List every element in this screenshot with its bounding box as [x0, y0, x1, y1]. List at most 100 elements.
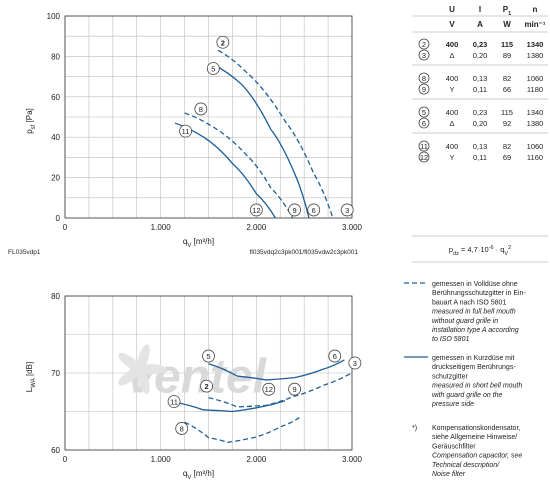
watermark-fan-blade: [118, 352, 142, 372]
series-line-5: [208, 359, 345, 381]
curve-label-circle: [179, 124, 192, 138]
table-cell-n: 1060: [527, 74, 544, 83]
legend-solid-line-en: pressure side: [431, 401, 474, 408]
curve-label-text: 8: [199, 105, 203, 114]
watermark-fan-blade: [136, 367, 150, 394]
series-line-2: [217, 49, 334, 219]
table-row-id-circle: [418, 72, 430, 84]
table-row-id-text: 2: [422, 40, 426, 49]
curve-label-text: 5: [211, 65, 215, 74]
curve-label-text: 9: [293, 385, 297, 394]
table-cell-U: 400: [446, 142, 459, 151]
series-line-5: [212, 63, 310, 219]
curve-label-circle: [288, 382, 302, 396]
curve-label-circle: [288, 203, 302, 217]
table-row-id-circle: [418, 151, 430, 163]
y-tick-label: 70: [51, 369, 60, 378]
table-header-P: P1: [503, 5, 511, 17]
series-line-2: [208, 373, 351, 408]
x-axis-title: qV [m³/h]: [183, 237, 214, 249]
curve-label-6: 6: [328, 349, 342, 363]
y-tick-label: 80: [51, 52, 60, 61]
watermark-fan-blade: [118, 367, 142, 386]
curve-label-6: 6: [307, 203, 321, 217]
table-row-id-8: 8: [418, 72, 430, 84]
curve-label-11: 11: [167, 395, 181, 408]
table-cell-P: 115: [501, 40, 513, 49]
table-cell-P: 66: [503, 85, 511, 94]
curve-label-text: 12: [265, 385, 273, 394]
table-cell-P: 92: [503, 119, 511, 128]
table-row-id-11: 11: [418, 140, 430, 152]
table-row-id-circle: [418, 117, 430, 129]
legend-dashed-line-en: to ISO 5801: [432, 336, 469, 343]
legend-solid-line-en: measured in short bell mouth: [432, 383, 522, 390]
table-row-id-5: 5: [418, 106, 430, 118]
series-line-11: [174, 122, 277, 219]
curve-label-circle: [340, 203, 354, 217]
curve-label-circle: [200, 379, 213, 393]
curve-label-circle: [249, 203, 263, 217]
curve-label-8: 8: [194, 102, 208, 116]
table-row-id-text: 12: [420, 153, 428, 162]
table-row-id-circle: [418, 140, 430, 152]
curve-label-text: 3: [345, 206, 349, 215]
table-header-U: U: [449, 5, 455, 14]
curve-label-text: 5: [206, 352, 210, 361]
legend-solid-line: druckseitigem Berührungs-: [432, 364, 516, 371]
curve-label-8: 8: [175, 422, 189, 435]
series-line-11: [174, 400, 286, 413]
curve-label-text: 11: [182, 127, 190, 136]
x-tick-label: 2.000: [246, 223, 267, 232]
table-cell-n: 1380: [527, 51, 544, 60]
table-cell-I: 0,20: [473, 119, 488, 128]
table-cell-I: 0,11: [473, 85, 487, 94]
table-row-id-6: 6: [418, 117, 430, 129]
curve-label-circle: [194, 102, 208, 116]
table-row-id-circle: [418, 83, 430, 95]
table-row-id-circle: [418, 106, 430, 118]
curve-label-12: 12: [249, 203, 263, 217]
x-tick-label: 3.000: [342, 455, 363, 464]
x-tick-label: 0: [63, 223, 68, 232]
legend-dashed-line-en: without guard grille in: [432, 318, 498, 325]
curve-label-2: 2: [200, 379, 213, 393]
table-cell-n: 1340: [527, 108, 544, 117]
table-cell-P: 115: [501, 108, 513, 117]
y-axis-title: psf [Pa]: [25, 108, 37, 134]
table-unit: V: [449, 20, 455, 29]
curve-label-2: 2: [216, 35, 230, 49]
table-cell-P: 89: [503, 51, 511, 60]
table-row-id-circle: [418, 49, 430, 61]
curve-label-text: 6: [333, 352, 337, 361]
table-unit: A: [477, 20, 483, 29]
x-tick-label: 3.000: [342, 223, 363, 232]
curve-label-text: 11: [170, 397, 178, 406]
table-cell-P: 82: [503, 142, 511, 151]
chart-footer-right: fl035vdq2c3pk001/fl035vdw2c3pk001: [250, 249, 359, 256]
curve-label-text: 2: [205, 382, 209, 391]
curve-label-circle: [216, 35, 230, 49]
legend-solid-line: gemessen in Kurzdüse mit: [432, 355, 515, 362]
formula: pdz = 4,7·10-6 · qV2: [449, 245, 511, 257]
curve-label-5: 5: [206, 62, 220, 75]
axis-frame: [64, 15, 353, 219]
x-tick-label: 1.000: [151, 223, 172, 232]
curve-label-circle: [262, 382, 276, 396]
legend-note-line: Geräuschfilter: [432, 443, 476, 450]
legend-dashed-line: Berührungsschutzgitter in Ein-: [432, 290, 526, 297]
axis-frame: [64, 295, 353, 451]
series-line-8: [184, 112, 294, 219]
curve-label-3: 3: [340, 203, 354, 217]
curve-label-text: 8: [180, 424, 184, 433]
table-row-id-circle: [418, 38, 430, 50]
curve-label-11: 11: [179, 124, 192, 138]
table-row-id-text: 6: [422, 119, 426, 128]
table-row-id-3: 3: [418, 49, 430, 61]
table-row-id-text: 5: [422, 108, 426, 117]
table-cell-U: Y: [449, 153, 454, 162]
table-header-n: n: [533, 5, 538, 14]
chart-footer-left: FL035vdp1: [8, 249, 41, 256]
